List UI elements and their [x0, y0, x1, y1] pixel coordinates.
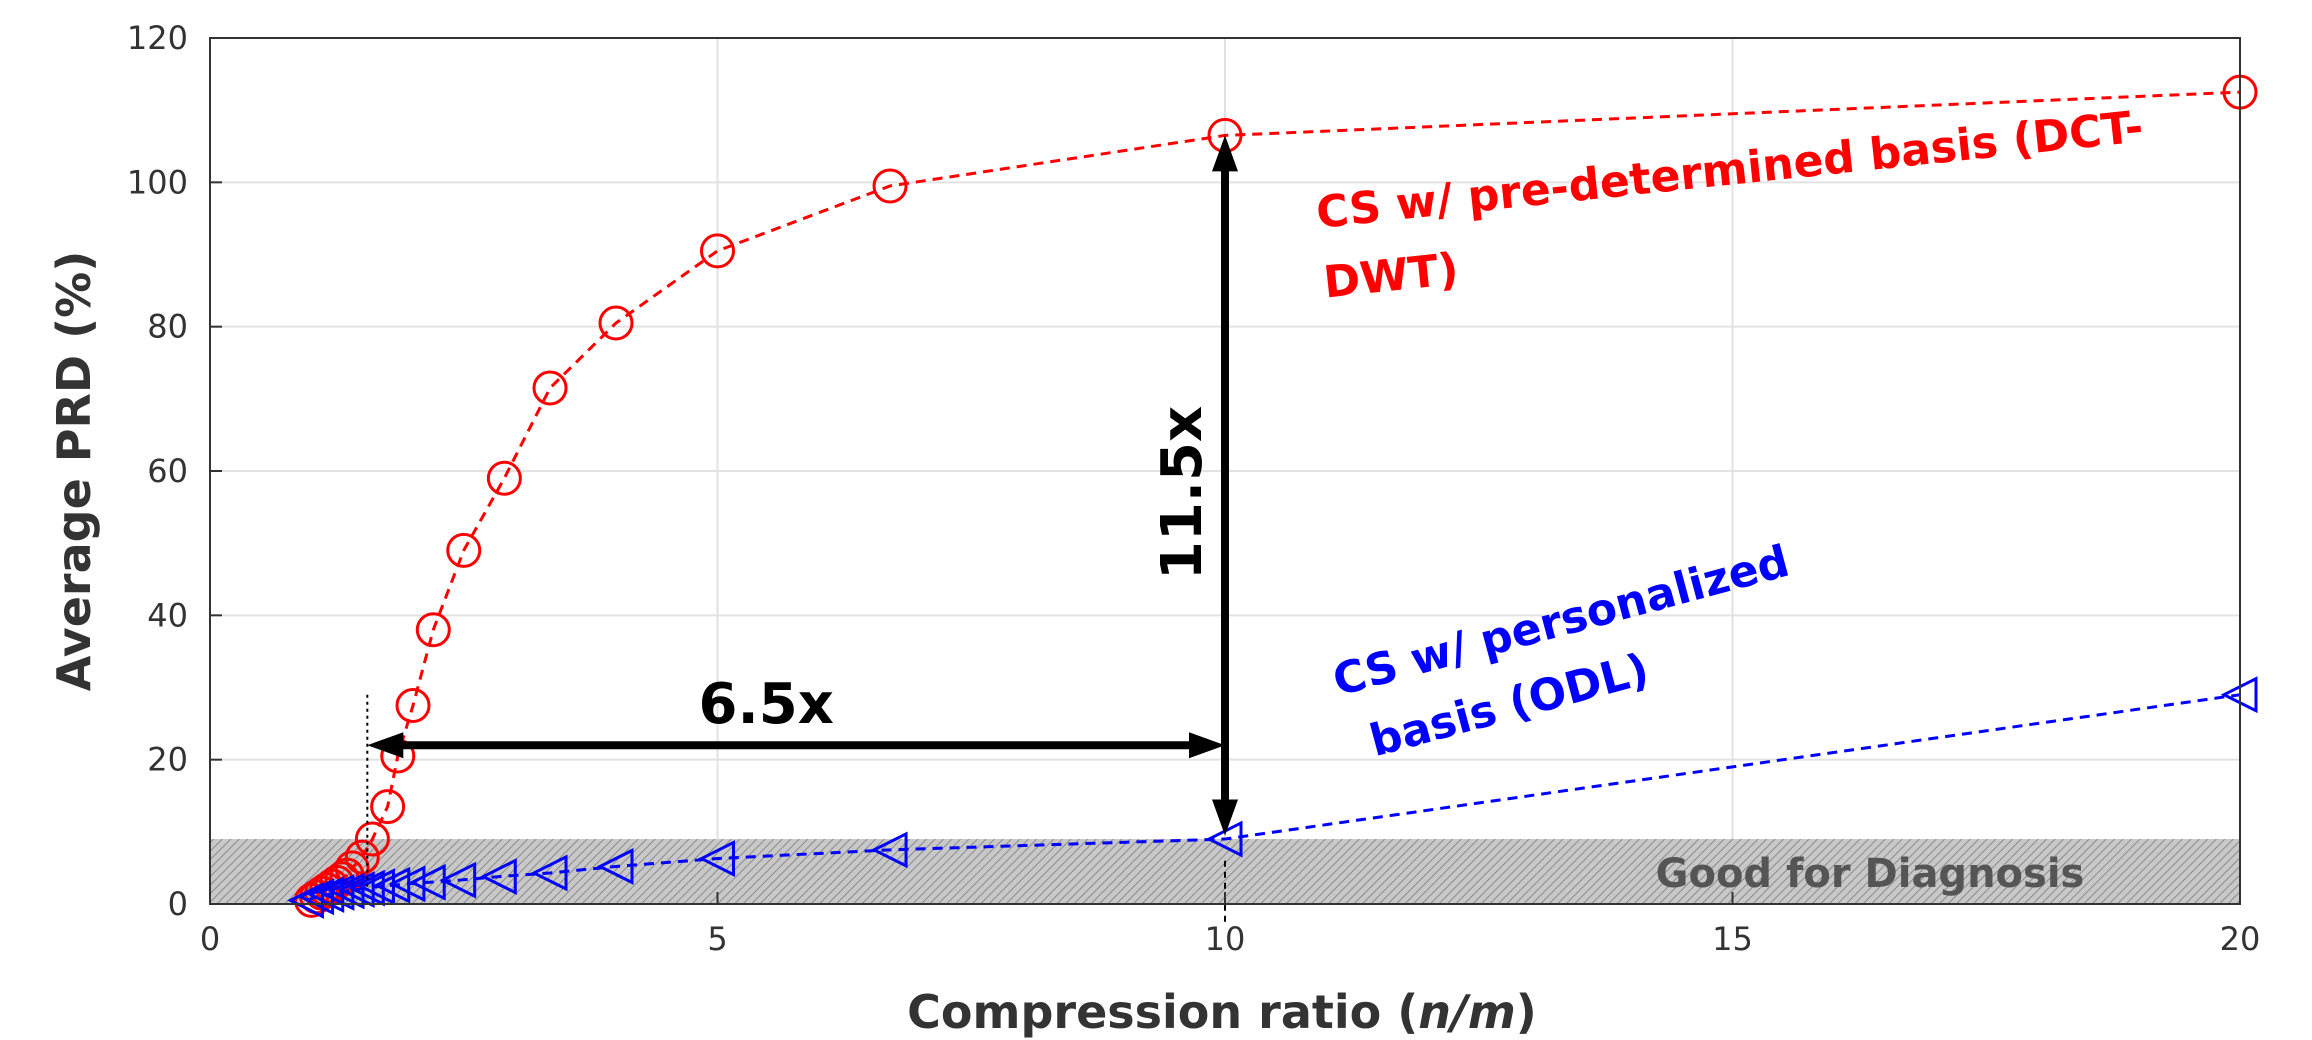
odl-data-point: [373, 866, 411, 904]
vertical-arrow-label: 11.5x: [1150, 406, 1215, 580]
x-axis-title-prefix: Compression ratio (: [907, 985, 1418, 1039]
horizontal-arrow-head-left: [367, 732, 404, 759]
odl-data-point: [439, 861, 477, 899]
odl-data-point: [479, 858, 517, 896]
odl-data-point: [307, 876, 345, 914]
y-tick-label: 20: [147, 741, 188, 779]
x-axis-title-italic: n/m: [1418, 985, 1515, 1039]
dct-dwt-data-point: [395, 688, 431, 724]
dct-dwt-data-point: [598, 305, 634, 341]
x-tick-label: 0: [200, 920, 220, 958]
horizontal-arrow-label: 6.5x: [698, 672, 833, 737]
vertical-arrow-head-bottom: [1212, 799, 1238, 836]
vertical-arrow-head-top: [1212, 135, 1238, 172]
odl-data-point: [337, 871, 375, 908]
odl-data-point: [327, 872, 365, 910]
odl-data-point: [596, 848, 634, 885]
y-tick-label: 40: [147, 596, 188, 634]
dct-dwt-data-point: [486, 460, 522, 496]
odl-data-point: [388, 865, 426, 903]
y-tick-label: 0: [168, 885, 188, 923]
odl-data-point: [317, 874, 355, 911]
odl-data-point: [870, 831, 908, 869]
dct-dwt-data-point: [700, 233, 735, 269]
tick-labels: 0 5 10 15 20 0 20 40 60 80 100 120: [127, 19, 2260, 958]
y-tick-label: 80: [147, 308, 188, 346]
x-axis-title-suffix: ): [1516, 985, 1537, 1039]
x-tick-label: 10: [1205, 920, 1246, 958]
x-axis-title: Compression ratio (n/m): [907, 985, 1537, 1039]
y-tick-label: 100: [127, 163, 188, 201]
x-tick-label: 20: [2220, 920, 2261, 958]
x-tick-label: 15: [1712, 920, 1753, 958]
dct-dwt-data-point: [872, 168, 908, 204]
dct-dwt-data-point: [370, 789, 406, 825]
horizontal-arrow-head-right: [1189, 732, 1225, 759]
y-axis-title: Average PRD (%): [47, 251, 101, 691]
dct-dwt-data-point: [344, 839, 380, 875]
odl-data-point: [358, 868, 395, 906]
good-for-diagnosis-label: Good for Diagnosis: [1656, 851, 2085, 897]
y-tick-label: 60: [147, 452, 188, 490]
annotations-layer: 6.5x 11.5x: [366, 135, 1238, 926]
y-tick-label: 120: [127, 19, 188, 57]
dct-dwt-data-point: [446, 532, 482, 568]
dct-dwt-data-point: [415, 612, 451, 648]
x-tick-label: 5: [707, 920, 727, 958]
dct-dwt-data-point: [532, 370, 568, 406]
odl-series: [287, 676, 2258, 919]
dct-dwt-data-point: [354, 821, 390, 857]
odl-data-point: [698, 840, 735, 877]
odl-data-point: [530, 854, 568, 892]
